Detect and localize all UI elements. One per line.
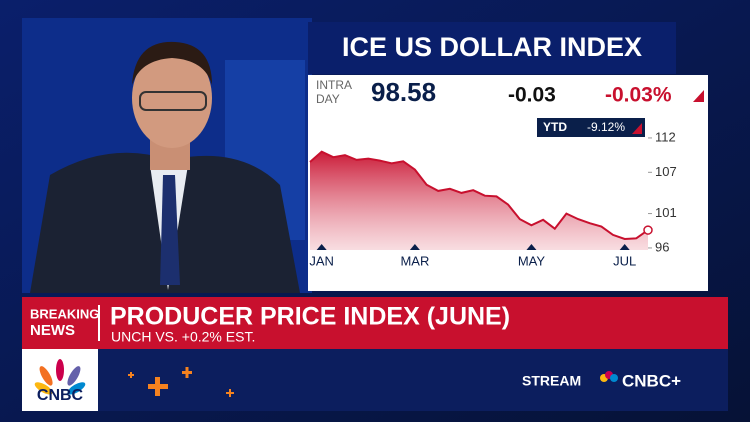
x-axis-band	[310, 250, 648, 290]
quote-bar	[308, 75, 708, 111]
intraday-label: INTRA	[316, 78, 352, 92]
peacock	[34, 359, 86, 395]
y-tick-label: 101	[655, 205, 677, 220]
ytd-arrow	[632, 123, 642, 134]
y-tick-label: 112	[655, 129, 676, 144]
area	[310, 151, 648, 250]
y-tick-label: 107	[655, 164, 677, 179]
change-percent: -0.03%	[605, 84, 672, 107]
subline: UNCH VS. +0.2% EST.	[111, 329, 255, 345]
brand-label: CNBC+	[622, 371, 681, 390]
ytd-value: -9.12%	[587, 120, 625, 134]
x-tick	[619, 244, 630, 250]
ytd-box	[537, 118, 645, 137]
line	[309, 150, 649, 241]
decorations	[128, 367, 234, 397]
ytd-label: YTD	[543, 120, 567, 134]
x-tick-label: MAY	[518, 253, 546, 268]
x-tick-label: MAR	[400, 253, 429, 268]
breaking-banner	[22, 297, 728, 349]
footer-strip	[22, 349, 728, 411]
price: 98.58	[371, 77, 436, 107]
intraday-label: DAY	[316, 92, 340, 106]
headline: PRODUCER PRICE INDEX (JUNE)	[110, 303, 510, 331]
index-title: ICE US DOLLAR INDEX	[342, 32, 642, 62]
breaking-tag: NEWS	[30, 322, 75, 339]
small-peacock	[600, 371, 618, 382]
stream-label: STREAM	[522, 373, 581, 389]
logo-text: CNBC	[37, 387, 84, 404]
x-tick	[526, 244, 537, 250]
x-tick-label: JAN	[309, 253, 334, 268]
change: -0.03	[508, 84, 556, 107]
x-tick	[409, 244, 420, 250]
title-box	[308, 22, 676, 74]
y-tick-label: 96	[655, 239, 669, 254]
anchor	[30, 41, 300, 293]
breaking-tag: BREAKING	[30, 306, 99, 321]
chart: 96 101 107 112 JAN MAR MAY JUL	[309, 129, 677, 290]
axis-area	[648, 111, 708, 291]
x-tick	[316, 244, 327, 250]
divider	[98, 305, 100, 341]
down-arrow	[693, 90, 704, 102]
x-tick-label: JUL	[613, 253, 636, 268]
last-point	[643, 225, 653, 235]
